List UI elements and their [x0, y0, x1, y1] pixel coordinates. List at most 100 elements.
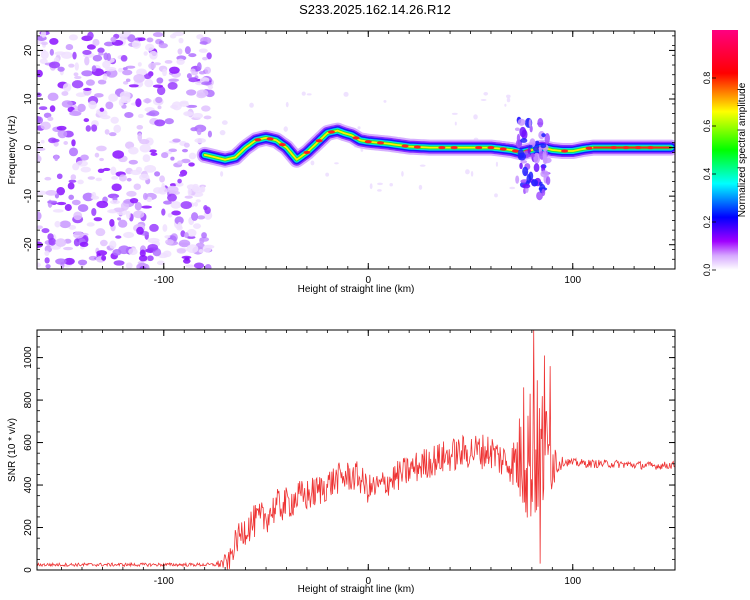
noise-speckle: [186, 244, 199, 254]
noise-speckle: [37, 190, 47, 195]
noise-speckle: [111, 183, 122, 192]
colorbar-ticks: 0.0 0.2 0.4 0.6 0.8: [702, 72, 716, 276]
noise-speckle: [163, 200, 172, 205]
noise-speckle: [191, 185, 200, 192]
noise-speckle: [122, 80, 129, 85]
noise-speckle: [117, 219, 128, 228]
noise-speckle: [136, 124, 144, 130]
noise-speckle: [139, 138, 150, 145]
noise-speckle: [506, 94, 511, 99]
noise-speckle: [40, 50, 49, 60]
noise-speckle: [185, 264, 195, 268]
noise-speckle: [454, 121, 457, 126]
noise-speckle: [158, 43, 168, 49]
track-hot-spot: [266, 137, 274, 141]
noise-speckle: [120, 55, 128, 62]
noise-speckle: [62, 83, 72, 92]
noise-speckle: [509, 186, 516, 190]
noise-speckle: [77, 179, 84, 185]
colorbar-tick-label: 0.4: [702, 168, 712, 181]
noise-speckle: [159, 175, 165, 183]
noise-speckle: [97, 47, 105, 54]
noise-speckle: [184, 195, 193, 199]
noise-speckle: [85, 125, 91, 132]
track-hot-spot: [438, 145, 446, 150]
noise-speckle: [93, 217, 103, 222]
noise-speckle: [108, 93, 118, 102]
noise-speckle: [164, 59, 173, 64]
noise-speckle: [102, 167, 111, 172]
noise-speckle: [178, 37, 184, 44]
noise-speckle: [71, 199, 81, 206]
noise-speckle: [193, 201, 198, 207]
noise-speckle: [198, 48, 208, 53]
noise-speckle: [74, 75, 82, 80]
noise-speckle: [168, 66, 180, 74]
noise-speckle: [76, 160, 88, 167]
noise-speckle: [70, 174, 77, 181]
noise-speckle: [419, 164, 426, 167]
noise-speckle: [99, 107, 105, 112]
noise-speckle: [188, 162, 195, 167]
noise-speckle: [106, 69, 118, 78]
disturbance-blob: [522, 166, 529, 177]
noise-speckle: [150, 152, 158, 156]
disturbance-blob: [514, 127, 520, 132]
noise-speckle: [67, 182, 75, 190]
noise-speckle: [186, 235, 196, 239]
y-tick-label: 400: [23, 476, 34, 493]
track-hot-spot: [278, 143, 286, 147]
noise-speckle: [91, 124, 98, 132]
noise-speckle: [198, 249, 204, 253]
noise-speckle: [172, 138, 181, 143]
spectrogram-frame: [36, 30, 676, 270]
noise-speckle: [41, 41, 48, 46]
noise-speckle: [133, 73, 145, 83]
noise-speckle: [176, 58, 185, 65]
noise-speckle: [177, 221, 182, 230]
track-hot-spot: [364, 140, 372, 144]
noise-speckle: [119, 91, 131, 100]
noise-speckle: [170, 201, 182, 209]
disturbance-blob: [530, 153, 535, 158]
noise-speckle: [97, 79, 107, 85]
noise-speckle: [118, 98, 124, 107]
noise-speckle: [135, 166, 143, 173]
noise-speckle: [188, 152, 197, 160]
noise-speckle: [149, 223, 159, 232]
y-tick-label: 800: [23, 391, 34, 408]
disturbance-blob: [541, 133, 546, 138]
noise-speckle: [92, 38, 100, 46]
noise-speckle: [334, 162, 339, 165]
noise-speckle: [94, 152, 100, 158]
noise-speckle: [63, 257, 75, 265]
track-hot-spot: [512, 149, 519, 153]
noise-speckle: [167, 213, 173, 218]
disturbance-blob: [527, 147, 531, 155]
noise-speckle: [83, 87, 92, 91]
disturbance-blob: [515, 175, 520, 184]
track-hot-spot: [254, 138, 262, 142]
noise-speckle: [54, 154, 59, 162]
colorbar-tick-label: 0.6: [702, 120, 712, 133]
noise-speckle: [166, 185, 179, 194]
noise-speckle: [128, 146, 139, 155]
noise-speckle: [137, 132, 143, 142]
noise-speckle: [96, 145, 107, 152]
track-hot-spot: [475, 145, 483, 150]
noise-speckle: [152, 84, 164, 88]
noise-speckle: [127, 34, 136, 43]
noise-speckle: [56, 173, 63, 180]
y-tick-label: 0: [23, 144, 34, 150]
noise-speckle: [171, 210, 181, 216]
noise-speckle: [162, 250, 172, 258]
noise-speckle: [494, 193, 498, 198]
noise-speckle: [47, 200, 58, 204]
noise-speckle: [99, 239, 108, 247]
noise-speckle-layer: [37, 31, 516, 269]
noise-speckle: [203, 115, 212, 120]
noise-speckle: [451, 112, 458, 115]
noise-speckle: [207, 130, 213, 138]
noise-speckle: [68, 225, 77, 230]
